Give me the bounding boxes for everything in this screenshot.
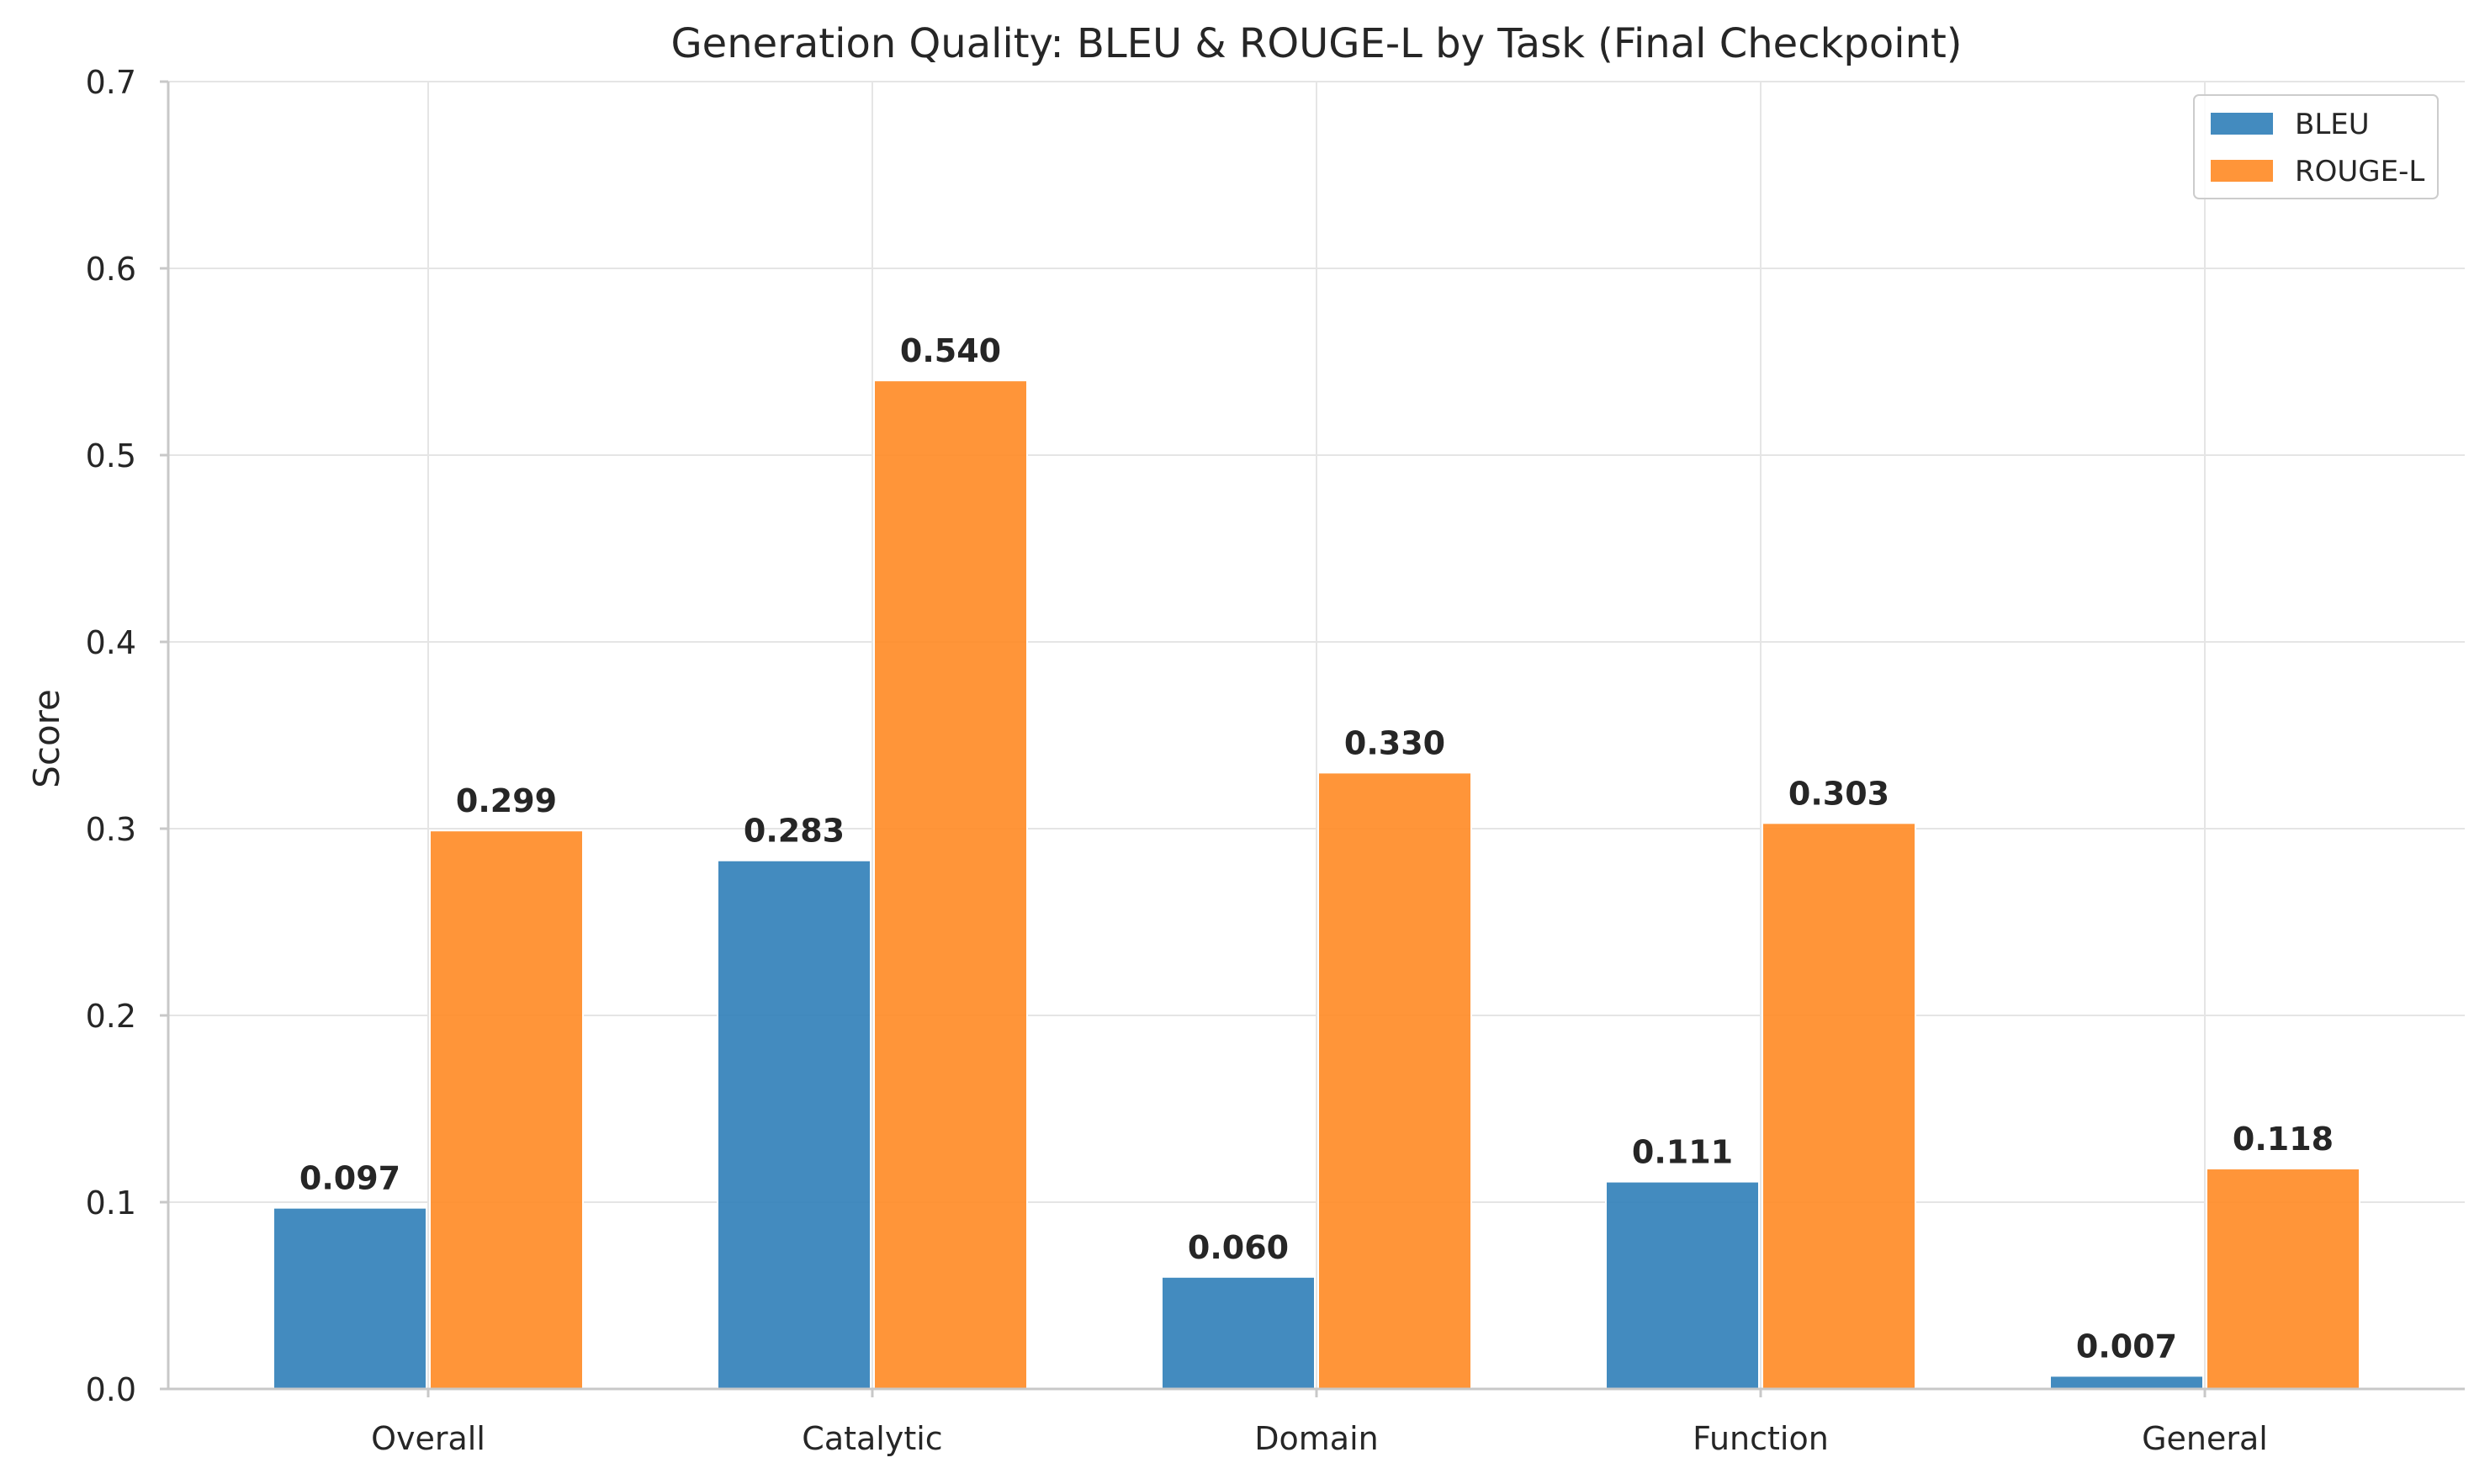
y-tick-label: 0.7 <box>86 64 136 101</box>
data-label: 0.303 <box>1788 775 1889 812</box>
y-tick-label: 0.2 <box>86 998 136 1035</box>
data-label: 0.007 <box>2076 1328 2177 1365</box>
bar-bleu-catalytic <box>717 859 872 1390</box>
bar-rouge-l-general <box>2206 1168 2360 1391</box>
tick-layer: 0.0 0.1 0.2 0.3 0.4 0.5 0.6 0.7 Overall Catalytic… <box>86 64 2268 1457</box>
data-label: 0.097 <box>299 1160 400 1197</box>
data-label-layer: 0.097 0.283 0.060 0.111 0.007 0.299 0.540 0.330… <box>299 332 2334 1365</box>
data-label: 0.118 <box>2233 1121 2334 1158</box>
data-label: 0.060 <box>1188 1229 1289 1266</box>
data-label: 0.299 <box>456 782 557 819</box>
y-tick-label: 0.4 <box>86 624 136 661</box>
bar-bleu-function <box>1605 1180 1760 1390</box>
data-label: 0.330 <box>1344 724 1445 761</box>
data-label: 0.540 <box>900 332 1001 369</box>
data-label: 0.283 <box>744 813 845 850</box>
legend: BLEU ROUGE-L <box>2193 94 2439 199</box>
bar-rouge-l-catalytic <box>873 379 1028 1391</box>
bar-bleu-general <box>2049 1375 2204 1390</box>
bar-bleu-overall <box>273 1206 427 1391</box>
bar-rouge-l-overall <box>429 829 584 1390</box>
legend-label: ROUGE-L <box>2295 155 2424 188</box>
y-tick-label: 0.5 <box>86 437 136 474</box>
chart-title: Generation Quality: BLEU & ROUGE-L by Ta… <box>670 20 1962 67</box>
y-tick-label: 0.3 <box>86 811 136 848</box>
x-tick-label: Overall <box>371 1420 485 1457</box>
x-tick-label: Domain <box>1254 1420 1378 1457</box>
y-tick-label: 0.1 <box>86 1185 136 1222</box>
y-tick-label: 0.6 <box>86 251 136 288</box>
bar-bleu-domain <box>1161 1275 1316 1391</box>
x-tick-label: Function <box>1693 1420 1829 1457</box>
data-label: 0.111 <box>1632 1134 1733 1171</box>
legend-swatch <box>2211 113 2273 135</box>
bar-rouge-l-domain <box>1317 771 1472 1390</box>
legend-label: BLEU <box>2295 108 2370 141</box>
y-axis-label: Score <box>26 689 67 788</box>
x-tick-label: Catalytic <box>802 1420 942 1457</box>
y-tick-label: 0.0 <box>86 1371 136 1408</box>
x-tick-label: General <box>2142 1420 2268 1457</box>
legend-swatch <box>2211 160 2273 182</box>
bar-layer <box>273 379 2360 1391</box>
bar-rouge-l-function <box>1762 822 1916 1390</box>
